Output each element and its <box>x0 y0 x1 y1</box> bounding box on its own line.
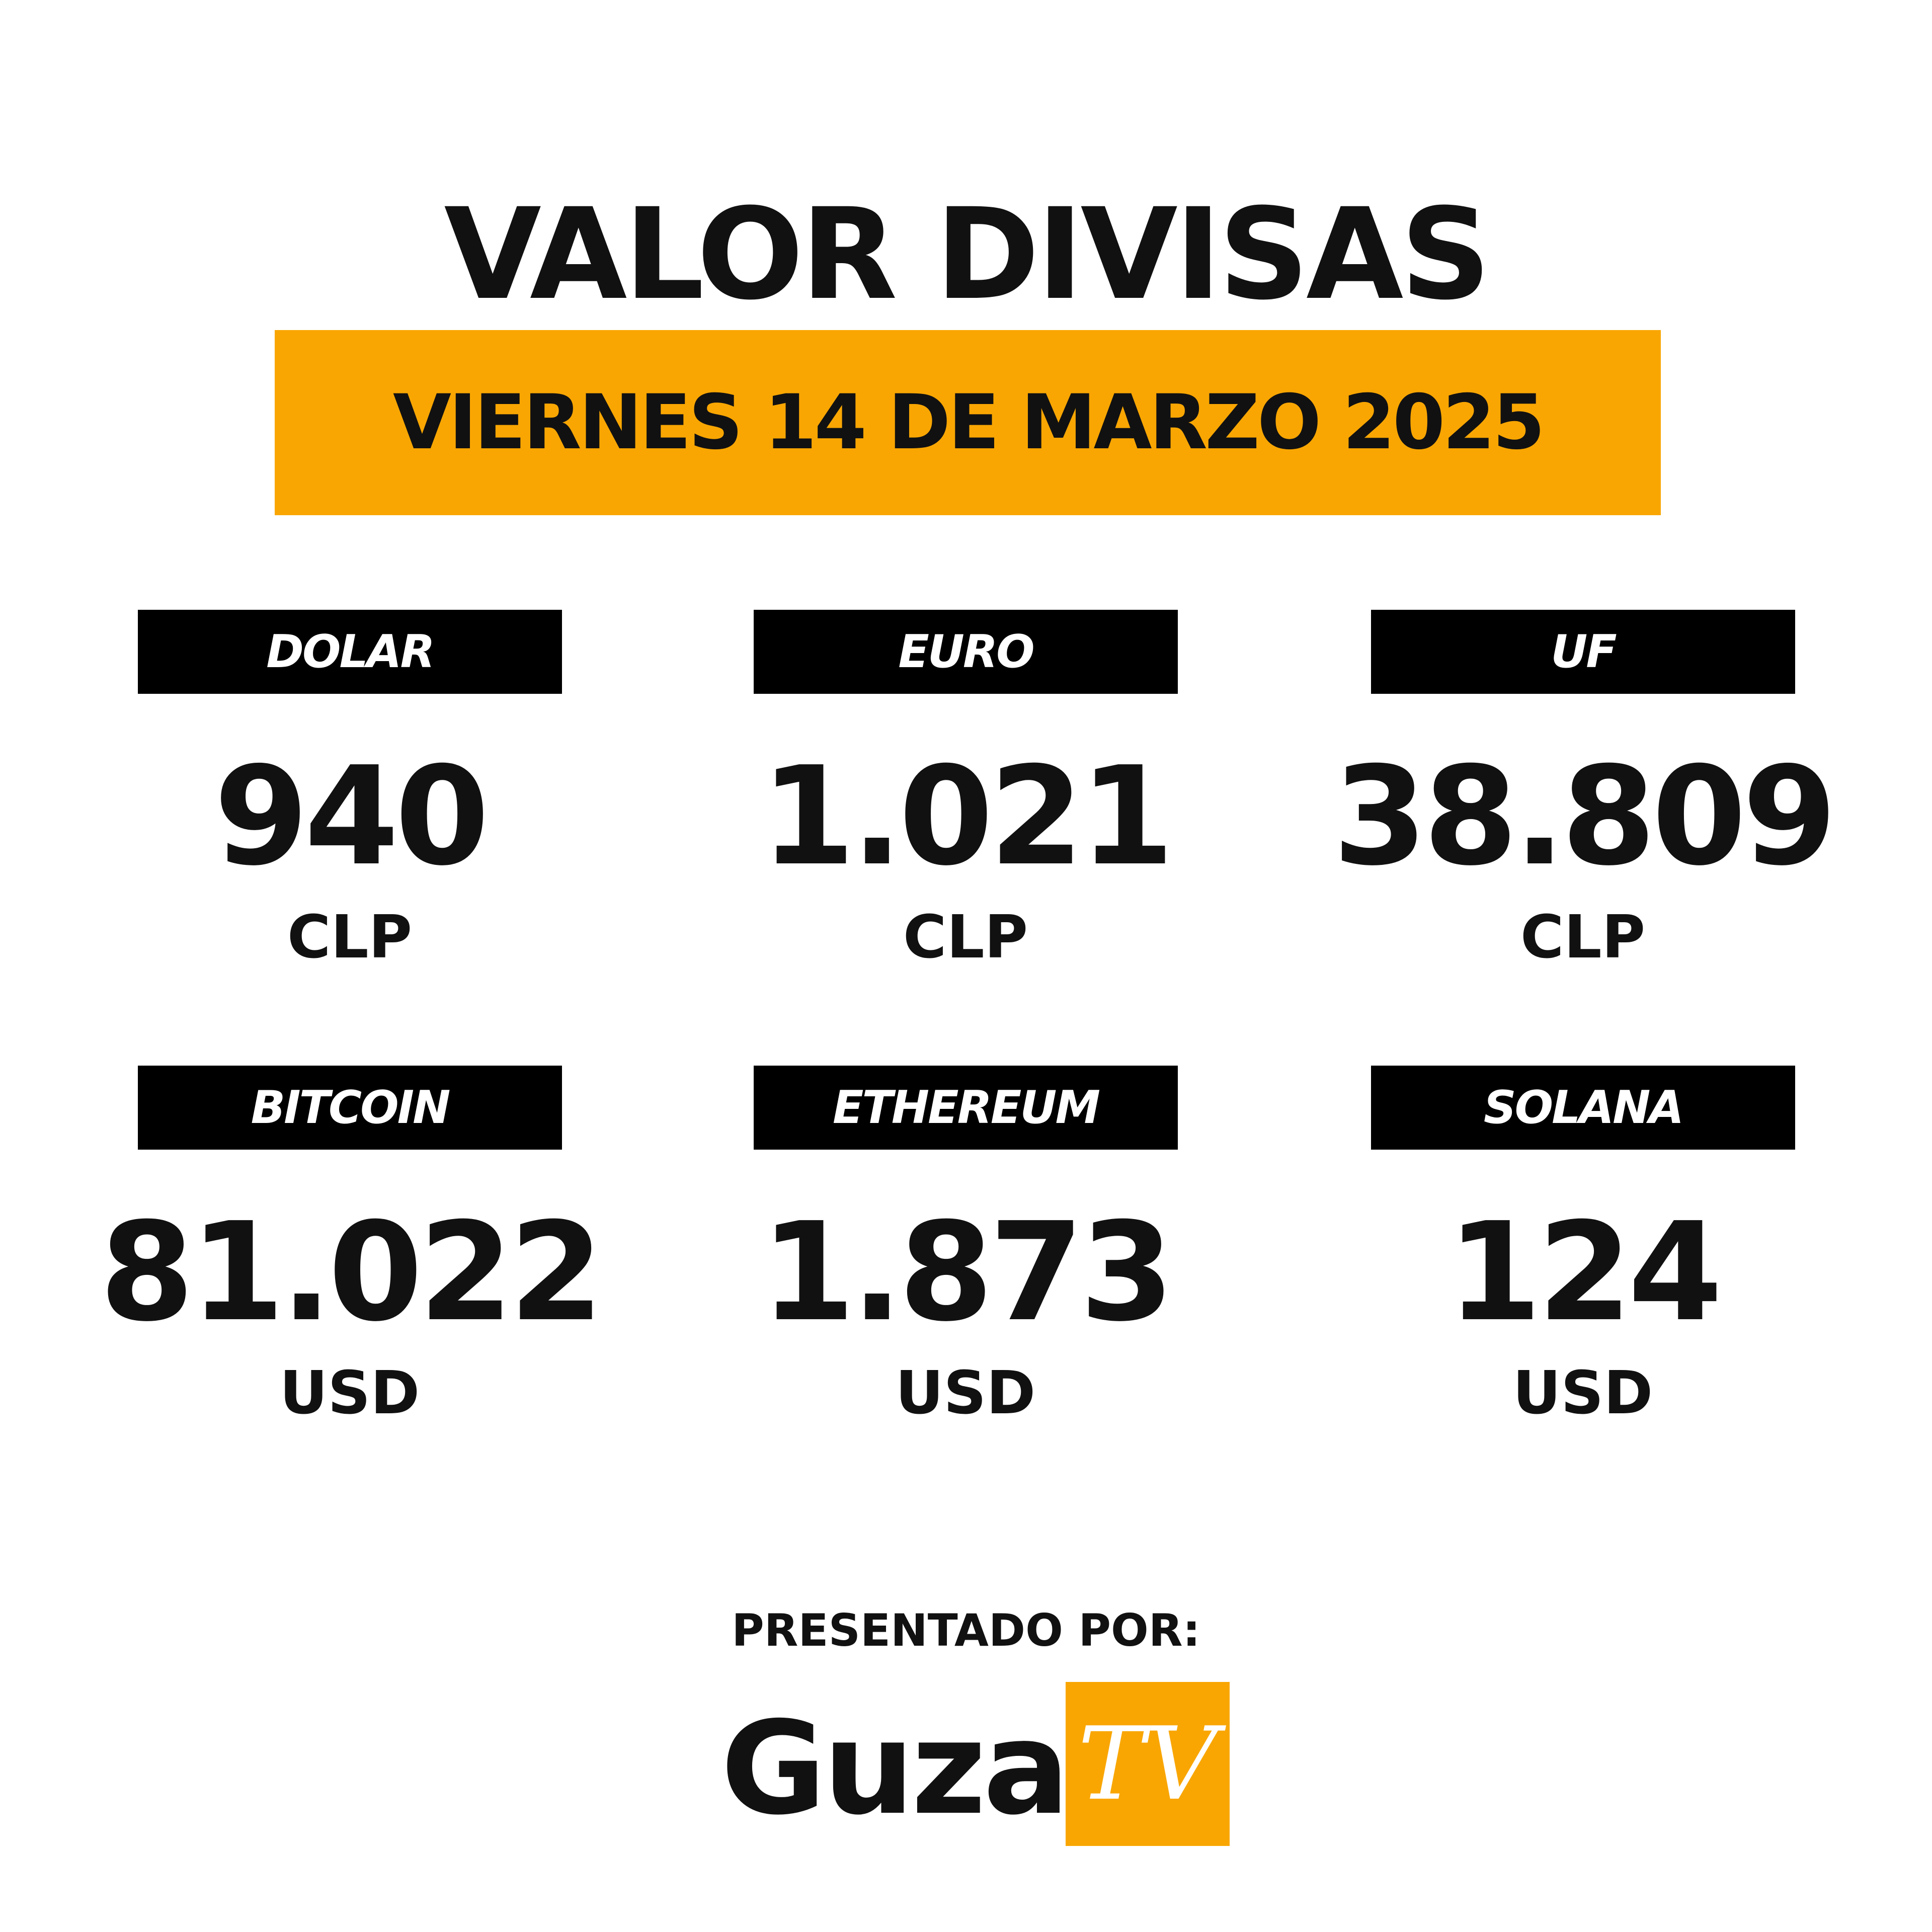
item-unit: CLP <box>1520 902 1646 972</box>
logo-box: TV <box>1066 1682 1230 1846</box>
date-banner: VIERNES 14 DE MARZO 2025 <box>275 330 1661 515</box>
item-unit: USD <box>279 1358 420 1427</box>
item-unit: CLP <box>287 902 413 972</box>
item-unit: USD <box>1512 1358 1653 1427</box>
item-label: SOLANA <box>1371 1066 1795 1150</box>
presented-by: PRESENTADO POR: <box>732 1604 1200 1656</box>
item-value: 124 <box>1447 1192 1723 1351</box>
item-value: 1.021 <box>760 737 1174 896</box>
logo-tv: TV <box>1078 1705 1218 1823</box>
title: VALOR DIVISAS <box>444 181 1491 328</box>
item-label: DOLAR <box>138 610 562 694</box>
date: VIERNES 14 DE MARZO 2025 <box>392 379 1545 466</box>
item-value: 1.873 <box>760 1192 1174 1351</box>
logo-text: Guza <box>720 1694 1070 1843</box>
item-unit: CLP <box>903 902 1028 972</box>
item-unit: USD <box>895 1358 1036 1427</box>
item-label: UF <box>1371 610 1795 694</box>
item-value: 38.809 <box>1333 737 1837 896</box>
item-label: BITCOIN <box>138 1066 562 1150</box>
item-value: 940 <box>214 737 490 896</box>
item-label: EURO <box>754 610 1178 694</box>
item-label: ETHEREUM <box>754 1066 1178 1150</box>
item-value: 81.022 <box>100 1192 604 1351</box>
